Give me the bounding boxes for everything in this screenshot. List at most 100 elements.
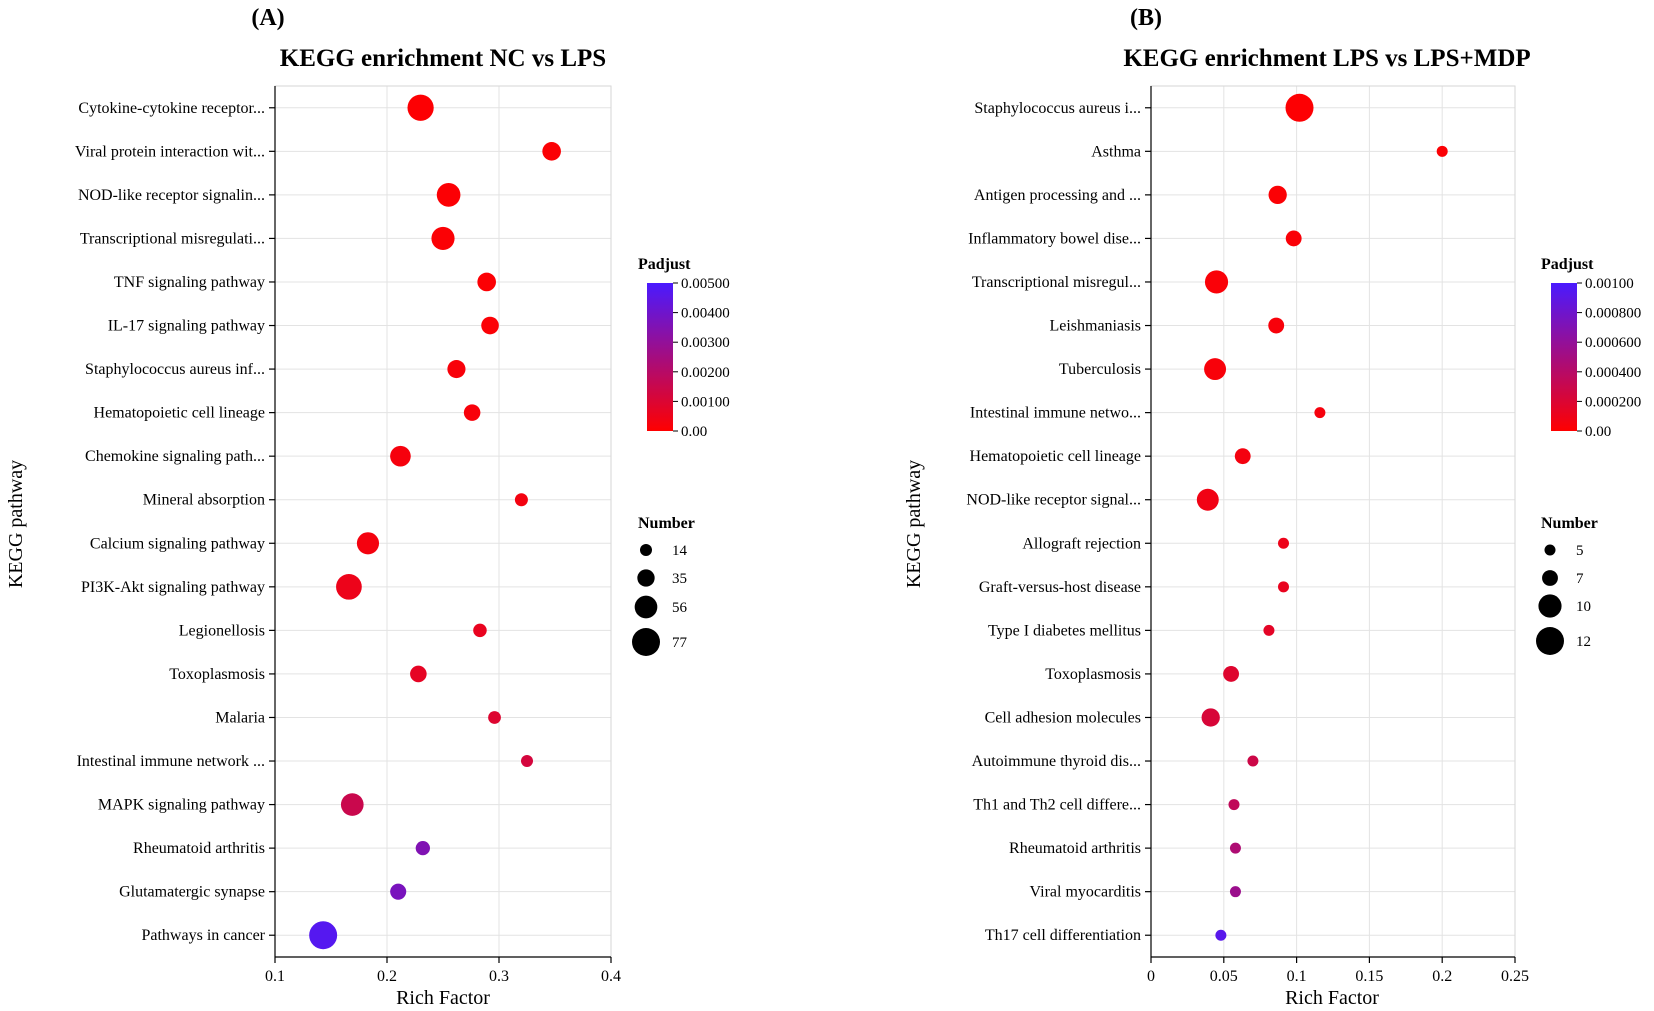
data-point <box>521 755 533 768</box>
category-label: Viral myocarditis <box>1030 884 1141 901</box>
data-point <box>1204 270 1229 294</box>
category-label: Calcium signaling pathway <box>90 535 265 552</box>
data-point <box>1229 886 1241 898</box>
data-point <box>1196 488 1219 511</box>
data-point <box>1285 230 1302 247</box>
category-label: TNF signaling pathway <box>114 274 265 291</box>
data-point <box>488 711 501 724</box>
data-point <box>481 316 499 335</box>
color-bar-label: 0.000200 <box>1585 394 1641 410</box>
x-tick-label: 0.2 <box>1432 968 1452 985</box>
data-point <box>1314 407 1326 419</box>
category-label: MAPK signaling pathway <box>98 797 265 814</box>
x-tick-label: 0 <box>1147 968 1155 985</box>
plot-layer: 0.1 0.2 0.3 0.4 Cytokine-cytokine receptor..… <box>75 85 1641 985</box>
data-point <box>1215 929 1227 941</box>
x-tick-label: 0.1 <box>265 968 285 985</box>
category-label: Hematopoietic cell lineage <box>94 405 265 422</box>
size-legend-label: 77 <box>672 635 688 651</box>
category-label: Autoimmune thyroid dis... <box>972 753 1141 770</box>
color-bar-label: 0.00 <box>1585 424 1611 440</box>
data-point <box>1247 755 1259 767</box>
color-bar-label: 0.00100 <box>1585 276 1634 292</box>
category-label: Rheumatoid arthritis <box>133 840 265 857</box>
data-point <box>415 840 430 856</box>
category-label: Asthma <box>1091 143 1141 160</box>
category-label: NOD-like receptor signal... <box>966 492 1141 509</box>
category-label: Th1 and Th2 cell differe... <box>973 797 1141 814</box>
panel-label-a: (A) <box>251 5 284 31</box>
x-axis-title-b: Rich Factor <box>1285 987 1379 1009</box>
data-point <box>447 360 466 379</box>
color-bar-label: 0.000800 <box>1585 306 1641 322</box>
data-point <box>1263 624 1275 636</box>
data-point <box>1277 537 1289 549</box>
category-label: Glutamatergic synapse <box>119 884 265 901</box>
x-tick-label: 0.15 <box>1355 968 1383 985</box>
category-label: Intestinal immune network ... <box>77 753 265 770</box>
size-legend-label: 10 <box>1576 599 1591 615</box>
chart-title-b: KEGG enrichment LPS vs LPS+MDP <box>1123 45 1530 72</box>
size-legend-label: 56 <box>672 600 688 616</box>
color-bar-label: 0.00400 <box>681 306 730 322</box>
color-bar-label: 0.00300 <box>681 335 730 351</box>
x-tick-label: 0.3 <box>489 968 509 985</box>
data-point <box>542 142 561 161</box>
size-legend-dot <box>1538 594 1562 618</box>
color-bar-label: 0.00500 <box>681 276 730 292</box>
data-point <box>410 665 427 683</box>
category-label: Cell adhesion molecules <box>985 709 1141 726</box>
y-axis-title-a: KEGG pathway <box>5 460 27 588</box>
data-point <box>431 226 455 251</box>
size-legend-dot <box>1542 570 1558 586</box>
data-point <box>356 532 380 555</box>
size-legend-label: 5 <box>1576 543 1584 559</box>
category-label: Toxoplasmosis <box>1045 666 1141 683</box>
data-point <box>1228 799 1240 811</box>
category-label: Chemokine signaling path... <box>85 448 265 465</box>
category-label: Leishmaniasis <box>1049 318 1141 335</box>
data-point <box>1229 842 1241 854</box>
color-bar-label: 0.000400 <box>1585 365 1641 381</box>
category-label: Pathways in cancer <box>141 927 265 944</box>
data-point <box>390 445 411 467</box>
x-axis-title-a: Rich Factor <box>396 987 490 1009</box>
size-legend-dot <box>637 569 655 587</box>
size-legend-label: 7 <box>1576 571 1584 587</box>
size-legend-dot <box>632 628 660 656</box>
category-label: Staphylococcus aureus i... <box>974 100 1141 117</box>
x-tick-label: 0.1 <box>1287 968 1307 985</box>
category-label: Viral protein interaction wit... <box>75 143 265 160</box>
data-point <box>436 183 461 207</box>
x-tick-label: 0.25 <box>1501 968 1529 985</box>
size-legend-label: 35 <box>672 571 687 587</box>
data-point <box>390 883 407 900</box>
category-label: Rheumatoid arthritis <box>1009 840 1141 857</box>
chart-panel-0: 0.1 0.2 0.3 0.4 Cytokine-cytokine receptor..… <box>75 85 730 985</box>
category-label: Toxoplasmosis <box>169 666 265 683</box>
category-label: Mineral absorption <box>143 492 265 509</box>
data-point <box>336 573 362 600</box>
category-label: Cytokine-cytokine receptor... <box>78 100 265 117</box>
data-point <box>1234 448 1251 465</box>
data-point <box>477 272 496 292</box>
data-point <box>1277 581 1289 593</box>
x-tick-label: 0.2 <box>377 968 397 985</box>
data-point <box>407 94 434 121</box>
category-label: Graft-versus-host disease <box>979 579 1141 596</box>
category-label: Transcriptional misregul... <box>972 274 1141 291</box>
color-bar-label: 0.00200 <box>681 365 730 381</box>
chart-panel-1: 0 0.05 0.1 0.15 0.2 0.25 Staphylococcus aureus… <box>966 85 1641 985</box>
size-legend-dot <box>1544 544 1556 556</box>
x-tick-label: 0.05 <box>1210 968 1238 985</box>
category-label: Th17 cell differentiation <box>985 927 1141 944</box>
data-point <box>1268 317 1285 334</box>
data-point <box>1223 665 1240 682</box>
color-legend-title-a: Padjust <box>638 256 691 273</box>
category-label: Legionellosis <box>179 622 265 639</box>
data-point <box>473 623 487 638</box>
category-label: Malaria <box>215 709 265 726</box>
size-legend-label: 12 <box>1576 634 1591 650</box>
color-legend-title-b: Padjust <box>1541 256 1594 273</box>
size-legend-title-b: Number <box>1541 515 1598 532</box>
